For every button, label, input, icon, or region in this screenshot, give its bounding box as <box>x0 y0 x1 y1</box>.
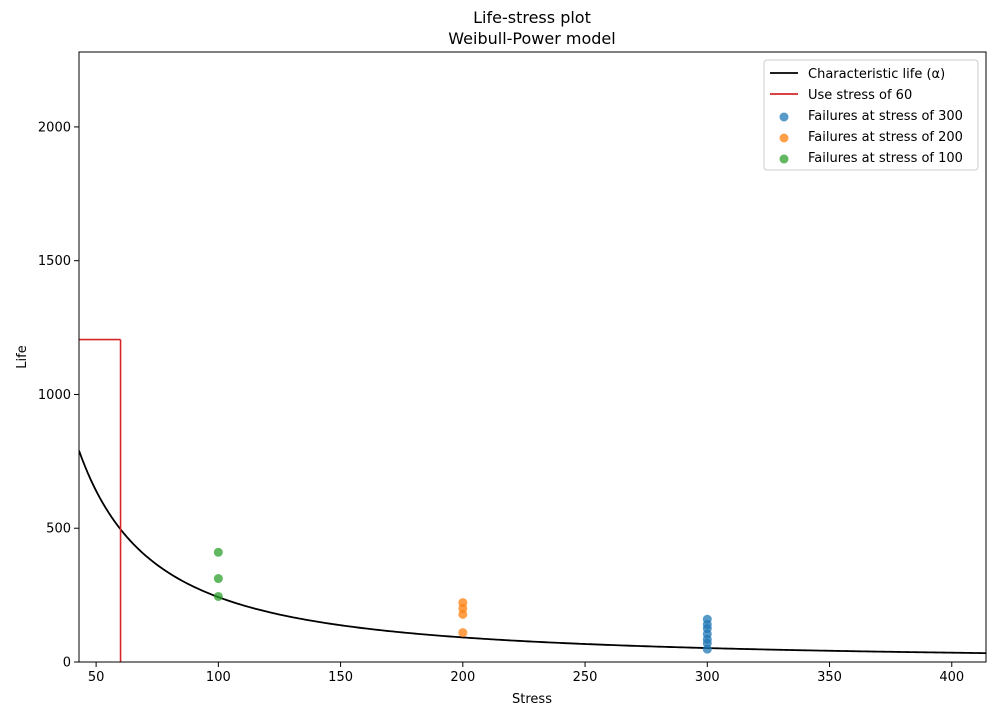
x-tick-label: 250 <box>573 670 598 685</box>
y-tick-label: 500 <box>46 522 71 537</box>
failure-point-series-3 <box>213 547 223 557</box>
legend-series-2-swatch <box>779 133 789 143</box>
failure-point-series-3 <box>213 591 223 601</box>
legend: Characteristic life (α) Use stress of 60 F… <box>763 59 979 171</box>
y-tick-label: 1000 <box>38 388 71 403</box>
plot-frame <box>78 51 987 663</box>
chart-title: Life-stress plot <box>473 8 591 27</box>
x-tick-label: 300 <box>695 670 720 685</box>
legend-series-1-label: Failures at stress of 300 <box>808 109 963 124</box>
failure-point-series-1 <box>702 644 712 654</box>
y-axis-label: Life <box>15 345 30 368</box>
legend-series-3-label: Failures at stress of 100 <box>808 151 963 166</box>
chart-subtitle: Weibull-Power model <box>448 29 615 48</box>
x-tick-label: 200 <box>450 670 475 685</box>
legend-series-2-label: Failures at stress of 200 <box>808 130 963 145</box>
x-tick-label: 150 <box>328 670 353 685</box>
plot-inner <box>79 338 986 662</box>
plot-area <box>79 338 986 662</box>
y-tick-label: 0 <box>63 656 71 671</box>
failure-point-series-3 <box>213 574 223 584</box>
y-tick-label: 2000 <box>38 120 71 135</box>
x-axis-label: Stress <box>512 692 552 707</box>
x-tick-label: 100 <box>206 670 231 685</box>
x-tick-label: 350 <box>817 670 842 685</box>
x-tick-label: 400 <box>939 670 964 685</box>
y-tick-label: 1500 <box>38 254 71 269</box>
axes: 50 100 150 200 250 300 350 400 0 500 1000 1500 2000 <box>38 51 987 685</box>
legend-series-1-swatch <box>779 112 789 122</box>
x-tick-label: 50 <box>88 670 105 685</box>
failure-point-series-2 <box>458 628 468 638</box>
legend-use-stress-label: Use stress of 60 <box>808 88 912 103</box>
characteristic-life-curve <box>79 450 986 655</box>
legend-box <box>763 59 979 171</box>
legend-series-3-swatch <box>779 154 789 164</box>
legend-characteristic-life-label: Characteristic life (α) <box>808 67 945 82</box>
failure-point-series-2 <box>458 609 468 619</box>
